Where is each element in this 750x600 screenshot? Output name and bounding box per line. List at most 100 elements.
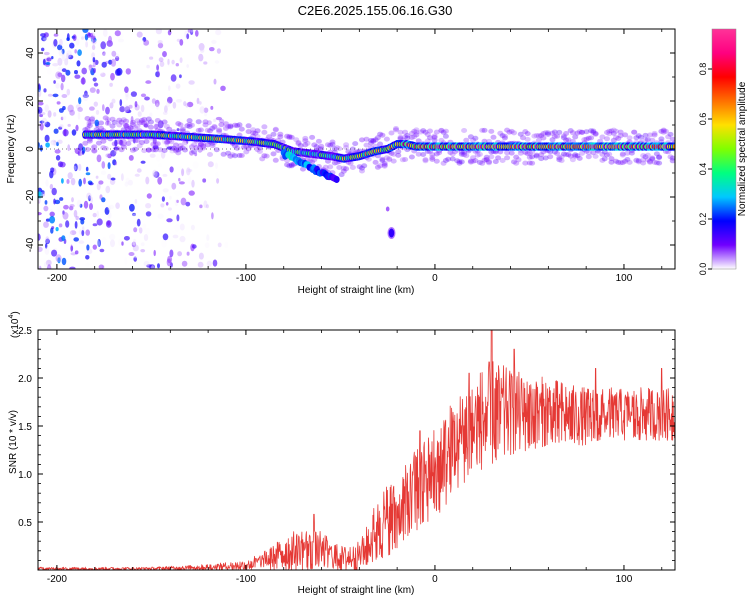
- noise-speck: [79, 217, 86, 221]
- ridge-halo: [442, 128, 449, 134]
- ridge-halo: [197, 142, 204, 148]
- noise-speck: [192, 161, 199, 169]
- noise-speck: [152, 145, 159, 149]
- ridge-halo: [331, 160, 338, 166]
- ridge-halo: [651, 132, 658, 138]
- noise-speck: [134, 202, 140, 210]
- ridge-halo: [116, 117, 123, 123]
- ridge-halo: [545, 131, 551, 137]
- ridge-halo: [658, 128, 665, 134]
- noise-speck: [106, 118, 110, 125]
- ridge-halo: [179, 126, 186, 132]
- noise-speck: [61, 53, 66, 61]
- ridge-halo: [617, 129, 624, 135]
- noise-speck: [39, 113, 43, 118]
- ridge-halo: [492, 159, 499, 165]
- noise-speck: [200, 47, 205, 53]
- noise-speck: [108, 35, 112, 44]
- ridge-halo: [232, 153, 238, 159]
- noise-speck: [169, 249, 174, 258]
- noise-speck: [207, 161, 214, 168]
- ridge-halo: [631, 129, 638, 135]
- ridge-halo: [549, 137, 556, 143]
- ridge-halo: [175, 147, 182, 153]
- ridge-halo: [277, 134, 284, 140]
- noise-speck: [83, 177, 86, 185]
- ridge-halo: [535, 133, 542, 139]
- noise-speck: [179, 57, 183, 63]
- noise-speck: [85, 166, 89, 172]
- noise-speck: [71, 159, 74, 163]
- ridge-halo: [288, 134, 295, 140]
- noise-speck: [70, 177, 76, 186]
- noise-speck: [58, 223, 63, 228]
- ridge-halo: [560, 151, 567, 157]
- ridge-halo: [393, 127, 399, 133]
- noise-speck: [57, 161, 64, 168]
- ridge-halo: [506, 129, 513, 135]
- noise-speck: [110, 150, 117, 157]
- noise-speck: [69, 230, 77, 236]
- noise-speck: [41, 180, 45, 186]
- noise-speck: [169, 166, 174, 173]
- noise-speck: [132, 244, 139, 252]
- ridge-halo: [624, 150, 631, 156]
- ridge-halo: [304, 140, 311, 146]
- noise-speck: [82, 94, 89, 98]
- ridge-halo: [202, 122, 209, 128]
- ridge-halo: [617, 133, 624, 139]
- ridge-halo: [601, 156, 608, 162]
- noise-speck: [178, 177, 181, 182]
- ridge-halo: [150, 141, 157, 147]
- ridge-halo: [179, 145, 186, 151]
- noise-speck: [147, 125, 151, 131]
- ridge-halo: [420, 128, 427, 134]
- noise-speck: [109, 233, 116, 241]
- ridge-halo: [349, 146, 356, 152]
- noise-speck: [119, 99, 123, 107]
- noise-speck: [40, 191, 46, 197]
- ridge-halo: [438, 127, 445, 133]
- noise-speck: [53, 80, 56, 84]
- noise-speck: [212, 143, 216, 149]
- x-tick-label: -200: [47, 273, 67, 284]
- ridge-halo: [526, 154, 533, 160]
- ridge-halo: [200, 141, 207, 147]
- y-tick-label: 40: [25, 47, 36, 59]
- noise-speck: [44, 104, 50, 113]
- noise-speck: [50, 167, 55, 173]
- ridge-halo: [311, 142, 318, 148]
- noise-speck: [61, 68, 67, 73]
- ridge-halo: [653, 160, 660, 166]
- ridge-halo: [538, 156, 545, 162]
- ridge-halo: [102, 115, 109, 121]
- ridge-halo: [297, 143, 304, 149]
- noise-speck: [95, 109, 100, 115]
- noise-speck: [41, 47, 45, 52]
- ridge-halo: [501, 133, 508, 139]
- ridge-halo: [579, 129, 585, 135]
- ridge-halo: [211, 124, 218, 130]
- ridge-halo: [213, 147, 220, 153]
- noise-speck: [142, 223, 147, 231]
- ridge-halo: [644, 152, 651, 158]
- ridge-halo: [529, 154, 536, 160]
- noise-speck: [96, 183, 101, 191]
- ridge-halo: [622, 132, 629, 138]
- noise-speck: [88, 182, 94, 186]
- noise-speck: [146, 193, 152, 199]
- ridge-halo: [379, 132, 386, 138]
- ridge-halo: [579, 129, 585, 135]
- noise-speck: [115, 202, 120, 209]
- ridge-halo: [504, 155, 511, 161]
- ridge-halo: [261, 129, 268, 135]
- noise-speck: [71, 129, 77, 136]
- noise-speck: [74, 70, 78, 75]
- noise-speck: [55, 71, 62, 79]
- ridge-halo: [458, 151, 465, 157]
- exponent-base: (x10: [10, 318, 21, 338]
- noise-speck: [130, 97, 136, 103]
- ridge-halo: [186, 121, 193, 127]
- ridge-halo: [495, 155, 502, 161]
- ridge-halo: [379, 156, 386, 162]
